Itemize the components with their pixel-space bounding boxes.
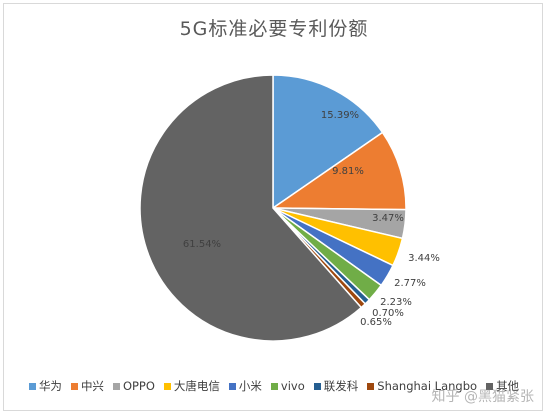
data-label-6: 0.70% [372, 308, 404, 319]
legend-swatch [228, 382, 236, 390]
legend-swatch [270, 382, 278, 390]
legend-label: 其他 [496, 379, 520, 393]
pie-slice-8 [139, 74, 363, 342]
legend-item-8: 其他 [486, 378, 519, 394]
chart-legend: 华为 中兴 OPPO 大唐电信 小米 vivo 联发科 Shanghai Langbo 其他 [0, 378, 548, 394]
legend-item-1: 中兴 [70, 378, 104, 394]
legend-item-2: OPPO [112, 378, 155, 394]
data-label-8: 61.54% [183, 239, 221, 250]
legend-label: 大唐电信 [173, 379, 220, 393]
pie-slice-1 [270, 131, 407, 211]
legend-label: 中兴 [80, 379, 104, 393]
pie-slice-0 [272, 74, 384, 210]
legend-swatch [313, 382, 321, 390]
legend-swatch [367, 382, 375, 390]
legend-label: Shanghai Langbo [377, 379, 478, 393]
legend-item-4: 小米 [228, 378, 262, 394]
legend-swatch [486, 382, 494, 390]
legend-label: vivo [280, 379, 305, 393]
legend-item-7: Shanghai Langbo [367, 378, 477, 394]
data-label-0: 15.39% [321, 110, 359, 121]
legend-swatch [70, 382, 78, 390]
legend-label: 华为 [38, 379, 62, 393]
data-label-4: 2.77% [394, 278, 426, 289]
legend-item-0: 华为 [28, 378, 62, 394]
legend-label: OPPO [122, 379, 155, 393]
legend-item-3: 大唐电信 [163, 378, 220, 394]
data-label-7: 0.65% [360, 317, 392, 328]
legend-item-6: 联发科 [313, 378, 359, 394]
data-label-2: 3.47% [372, 213, 404, 224]
legend-item-5: vivo [270, 378, 305, 394]
watermark: 知乎 @黑猫紧张 [431, 389, 534, 405]
legend-swatch [112, 382, 120, 390]
chart-title: 5G标准必要专利份额 [179, 18, 369, 40]
legend-swatch [28, 382, 36, 390]
legend-swatch [163, 382, 171, 390]
data-label-5: 2.23% [380, 297, 412, 308]
data-label-1: 9.81% [332, 166, 364, 177]
legend-label: 联发科 [323, 379, 359, 393]
data-label-3: 3.44% [408, 253, 440, 264]
legend-label: 小米 [238, 379, 262, 393]
